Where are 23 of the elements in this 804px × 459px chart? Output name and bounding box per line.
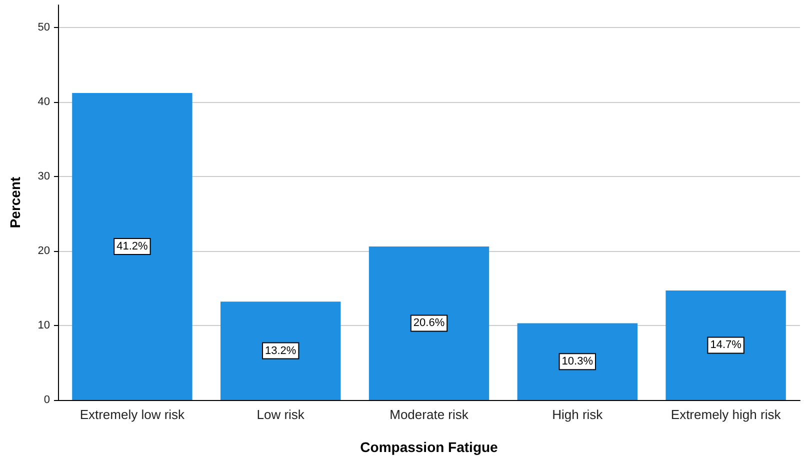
y-axis-title: Percent <box>7 176 23 228</box>
data-label: 14.7% <box>710 339 742 352</box>
data-label: 10.3% <box>562 356 594 368</box>
y-tick-label: 20 <box>38 244 50 257</box>
x-tick-label: Low risk <box>256 407 305 422</box>
bar <box>666 290 786 400</box>
x-tick-label: Extremely low risk <box>80 407 186 422</box>
data-label: 13.2% <box>265 344 296 357</box>
y-tick-label: 40 <box>38 96 50 108</box>
y-tick-label: 0 <box>44 394 50 406</box>
bar <box>517 323 638 400</box>
x-axis-title: Compassion Fatigue <box>360 439 498 455</box>
x-tick-label: Extremely high risk <box>670 407 782 422</box>
bar <box>220 302 341 400</box>
data-label: 20.6% <box>413 317 445 330</box>
bar <box>368 246 490 400</box>
bar <box>72 92 192 400</box>
data-label: 41.2% <box>116 240 148 252</box>
y-tick-label: 50 <box>38 21 50 34</box>
x-tick-label: High risk <box>552 407 604 422</box>
y-tick-label: 30 <box>38 170 50 182</box>
y-tick-label: 10 <box>38 319 50 332</box>
x-tick-label: Moderate risk <box>390 407 469 422</box>
